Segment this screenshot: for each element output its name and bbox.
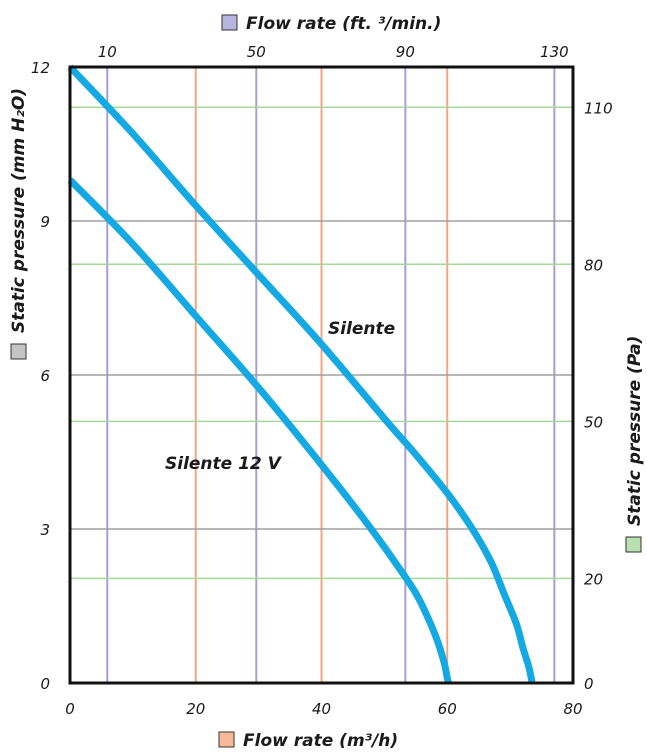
top-axis-tick-label: 10 [98, 43, 117, 61]
right-axis-color-key [625, 536, 642, 553]
left-axis-color-key [10, 343, 27, 360]
curve-layer [67, 64, 536, 684]
left-axis-tick-label: 9 [40, 213, 50, 231]
grid-layer [70, 67, 573, 683]
bottom-axis-title: Flow rate (m³/h) [243, 731, 398, 751]
right-axis-title: Static pressure (Pa) [625, 336, 645, 526]
series-line-1 [67, 177, 452, 684]
series-label-silente: Silente [328, 319, 395, 339]
top-axis-tick-label: 50 [247, 43, 266, 61]
left-axis-tick-label: 3 [40, 521, 50, 539]
left-axis-title: Static pressure (mm H₂O) [9, 88, 29, 333]
bottom-axis-tick-label: 0 [65, 700, 75, 718]
bottom-axis-tick-label: 80 [563, 700, 582, 718]
left-axis-tick-label: 12 [31, 59, 50, 77]
bottom-axis-tick-label: 60 [438, 700, 457, 718]
right-axis-tick-label: 0 [584, 675, 594, 693]
series-label-silente-12v: Silente 12 V [165, 454, 283, 474]
left-axis-tick-label: 0 [40, 675, 50, 693]
left-axis-tick-label: 6 [40, 367, 50, 385]
plot-frame [68, 65, 575, 685]
bottom-axis-tick-label: 20 [186, 700, 205, 718]
top-axis-title: Flow rate (ft. ³/min.) [246, 14, 441, 34]
top-axis-tick-label: 130 [540, 43, 569, 61]
right-axis-tick-label: 80 [584, 256, 603, 274]
bottom-axis-tick-label: 40 [312, 700, 331, 718]
right-axis-tick-label: 20 [584, 570, 603, 588]
right-axis-tick-label: 110 [584, 99, 613, 117]
series-line-0 [67, 64, 536, 684]
top-axis-color-key [221, 14, 238, 31]
right-axis-tick-label: 50 [584, 413, 603, 431]
tick-layer: 0 20 40 60 80 10 50 90 130 0 3 6 9 12 0 20 50 80 110 [31, 43, 613, 718]
top-axis-tick-label: 90 [396, 43, 415, 61]
bottom-axis-color-key [218, 731, 235, 748]
